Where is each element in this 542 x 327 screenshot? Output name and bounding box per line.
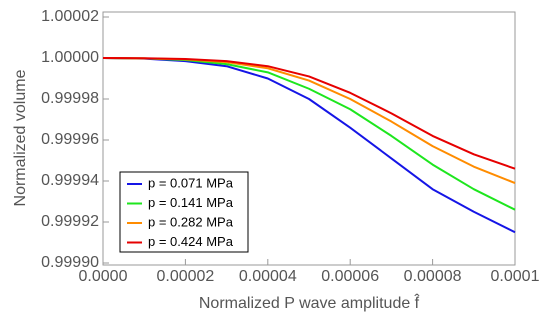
- x-tick-label: 0.0000: [79, 268, 128, 285]
- y-axis-label: Normalized volume: [12, 69, 29, 206]
- legend-box: [119, 171, 249, 253]
- x-tick-label: 0.00006: [321, 268, 379, 285]
- x-axis-label: Normalized P wave amplitude f̂: [199, 293, 420, 313]
- legend: p = 0.071 MPa p = 0.141 MPa p = 0.282 MPa p…: [119, 171, 249, 253]
- plot-frame: [102, 11, 516, 266]
- y-tick-label: 0.99992: [41, 213, 99, 230]
- legend-label: p = 0.282 MPa: [148, 214, 234, 229]
- legend-label: p = 0.424 MPa: [148, 234, 234, 249]
- series-line: [102, 57, 516, 170]
- y-tick-label: 0.99990: [41, 254, 99, 271]
- legend-label: p = 0.141 MPa: [148, 195, 234, 210]
- y-tick-label: 0.99998: [41, 90, 99, 107]
- y-tick-label: 0.99996: [41, 131, 99, 148]
- x-tick-label: 0.00002: [156, 268, 214, 285]
- legend-label: p = 0.071 MPa: [148, 175, 234, 190]
- x-tick-label: 0.00004: [239, 268, 297, 285]
- y-tick-label: 1.00002: [41, 8, 99, 25]
- x-tick-label: 0.0001: [491, 268, 540, 285]
- y-tick-label: 1.00000: [41, 49, 99, 66]
- y-tick-label: 0.99994: [41, 172, 99, 189]
- x-tick-label: 0.00008: [404, 268, 462, 285]
